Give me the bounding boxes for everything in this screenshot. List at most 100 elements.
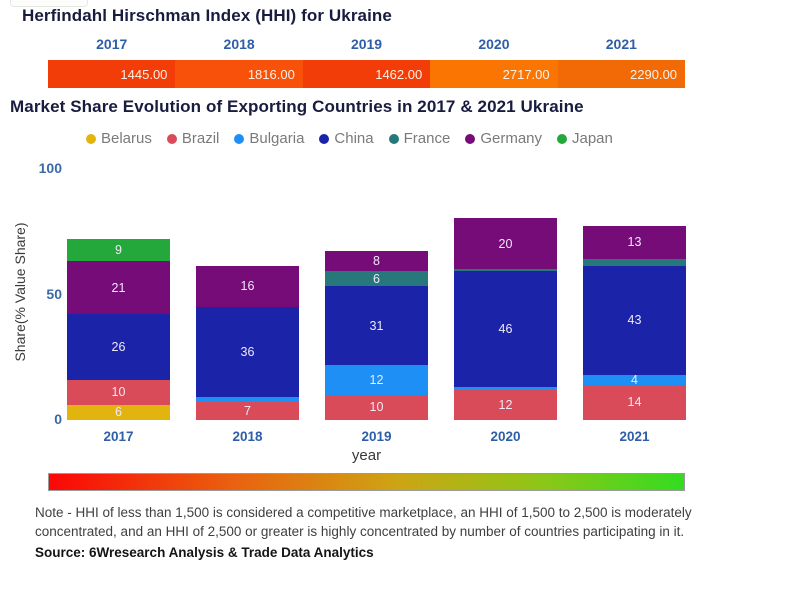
bar-segment-value: 21 (111, 280, 126, 295)
market-chart-title: Market Share Evolution of Exporting Coun… (10, 97, 584, 116)
legend-dot-icon (388, 133, 399, 144)
bar-segment-france: 6 (325, 271, 428, 287)
bar-2018: 7 36 16 (196, 266, 299, 420)
bar-segment-value: 6 (115, 405, 122, 420)
y-tick-label: 100 (38, 160, 62, 176)
bar-segment-value: 13 (627, 235, 642, 250)
bar-segment-brazil: 7 (196, 402, 299, 420)
legend-label: France (403, 130, 451, 147)
hhi-value-cell: 1462.00 (302, 60, 431, 88)
hhi-year-label: 2021 (605, 36, 637, 52)
hhi-title: Herfindahl Hirschman Index (HHI) for Ukr… (22, 6, 392, 25)
bar-2020: 12 46 20 (454, 218, 557, 420)
x-tick-label: 2019 (361, 429, 392, 444)
legend: Belarus Brazil Bulgaria China France Germany J… (86, 130, 613, 147)
legend-item-japan: Japan (557, 130, 613, 147)
bar-segment-value: 10 (111, 385, 126, 400)
legend-label: Belarus (101, 130, 152, 147)
legend-item-china: China (319, 130, 374, 147)
bar-segment-belarus: 6 (67, 404, 170, 420)
hhi-year-header-row: 2017 2018 2019 2020 2021 (48, 36, 685, 52)
hhi-year-label: 2020 (478, 36, 510, 52)
bar-segment-bulgaria: 12 (325, 364, 428, 395)
bar-segment-value: 9 (115, 242, 122, 257)
legend-label: Germany (480, 130, 542, 147)
bar-segment-brazil: 12 (454, 389, 557, 420)
corner-box (10, 0, 88, 7)
bar-segment-value: 4 (631, 374, 638, 385)
note-text: Note - HHI of less than 1,500 is conside… (35, 505, 692, 539)
hhi-year-label: 2018 (223, 36, 255, 52)
bar-segment-value: 14 (627, 395, 642, 410)
legend-dot-icon (234, 133, 245, 144)
legend-dot-icon (557, 133, 567, 144)
x-tick-label: 2021 (619, 429, 650, 444)
bar-segment-value: 7 (244, 404, 251, 419)
y-tick-label: 50 (46, 286, 62, 302)
bar-segment-bulgaria: 4 (583, 374, 686, 385)
hhi-value-cell: 1816.00 (175, 60, 303, 88)
bar-segment-france (454, 268, 557, 272)
bar-segment-germany: 8 (325, 251, 428, 272)
legend-label: China (334, 130, 374, 147)
x-tick-label: 2020 (490, 429, 521, 444)
y-tick-label: 0 (54, 411, 62, 427)
hhi-colorbar-gradient (48, 473, 685, 491)
legend-item-belarus: Belarus (86, 130, 152, 147)
bar-segment-bulgaria (196, 397, 299, 403)
legend-item-france: France (388, 130, 451, 147)
legend-label: Bulgaria (249, 130, 305, 147)
bar-segment-value: 20 (498, 236, 513, 251)
legend-dot-icon (166, 133, 177, 144)
hhi-value-cell: 1445.00 (48, 60, 176, 88)
bar-segment-value: 46 (498, 322, 513, 337)
hhi-value-strip: 1445.00 1816.00 1462.00 2717.00 2290.00 (48, 60, 686, 88)
x-tick-label: 2017 (103, 429, 134, 444)
legend-dot-icon (319, 133, 330, 144)
bar-segment-value: 8 (373, 254, 380, 269)
bar-segment-germany: 20 (454, 218, 557, 269)
legend-item-brazil: Brazil (166, 130, 220, 147)
bar-segment-brazil: 14 (583, 384, 686, 420)
legend-label: Brazil (181, 130, 220, 147)
bar-segment-china: 36 (196, 306, 299, 398)
bar-segment-value: 31 (369, 318, 384, 333)
bar-segment-value: 12 (498, 397, 513, 412)
bar-segment-china: 43 (583, 266, 686, 375)
bar-segment-germany: 16 (196, 266, 299, 307)
bar-segment-value: 36 (240, 344, 255, 359)
legend-dot-icon (465, 133, 476, 144)
bar-segment-value: 12 (369, 372, 384, 387)
legend-item-bulgaria: Bulgaria (234, 130, 304, 147)
bar-segment-china: 26 (67, 314, 170, 380)
bar-segment-china: 31 (325, 286, 428, 365)
source-text: Source: 6Wresearch Analysis & Trade Data… (35, 545, 374, 561)
hhi-year-label: 2019 (350, 36, 383, 52)
bar-segment-germany: 21 (67, 261, 170, 315)
bar-segment-value: 43 (627, 313, 642, 328)
legend-label: Japan (572, 130, 613, 147)
legend-item-germany: Germany (465, 130, 542, 147)
bar-segment-value: 16 (240, 279, 255, 294)
note-block: Note - HHI of less than 1,500 is conside… (35, 504, 700, 563)
bar-segment-china: 46 (454, 271, 557, 388)
legend-dot-icon (86, 133, 96, 144)
hhi-year-label: 2017 (96, 36, 128, 52)
bar-2021: 14 4 43 13 (583, 225, 686, 420)
x-tick-label: 2018 (232, 429, 263, 444)
bar-2017: 6 10 26 21 9 (67, 238, 170, 420)
bar-segment-japan: 9 (67, 238, 170, 262)
bar-2019: 10 12 31 6 8 (325, 251, 428, 420)
bar-segment-value: 6 (373, 271, 380, 286)
hhi-value-cell: 2717.00 (430, 60, 558, 88)
x-axis-title: year (351, 447, 382, 464)
bar-segment-france (583, 258, 686, 267)
bar-segment-value: 10 (369, 400, 384, 415)
hhi-value-cell: 2290.00 (557, 60, 686, 88)
bar-segment-bulgaria (454, 387, 557, 390)
bar-segment-value: 26 (111, 339, 126, 354)
bar-segment-germany: 13 (583, 225, 686, 259)
bar-segment-brazil: 10 (325, 394, 428, 420)
y-axis-title: Share(% Value Share) (12, 222, 28, 362)
